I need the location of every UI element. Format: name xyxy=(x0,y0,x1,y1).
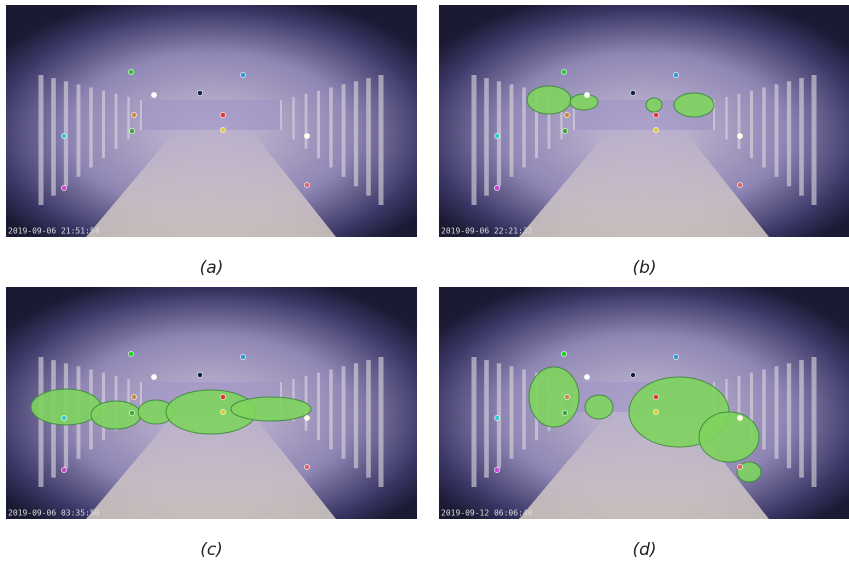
keypoint xyxy=(737,464,742,469)
keypoint xyxy=(129,410,134,415)
anomaly-region xyxy=(529,367,579,427)
keypoint xyxy=(131,112,136,117)
keypoint xyxy=(197,90,202,95)
keypoint xyxy=(131,394,136,399)
keypoint xyxy=(220,127,225,132)
keypoint xyxy=(220,112,225,117)
keypoint xyxy=(561,351,566,356)
keypoint xyxy=(494,133,499,138)
panel: 2019-09-06 03:35:50 xyxy=(6,287,417,519)
keypoint xyxy=(653,409,658,414)
keypoint xyxy=(562,128,567,133)
keypoint xyxy=(737,182,742,187)
keypoint xyxy=(304,415,309,420)
timestamp: 2019-09-06 22:21:32 xyxy=(441,227,533,236)
keypoint xyxy=(630,90,635,95)
keypoint xyxy=(304,133,309,138)
keypoint xyxy=(151,92,156,97)
caption: (b) xyxy=(632,258,656,278)
keypoint xyxy=(653,127,658,132)
keypoint xyxy=(653,394,658,399)
keypoint xyxy=(653,112,658,117)
panel: 2019-09-06 21:51:54 xyxy=(6,5,417,237)
keypoint xyxy=(304,464,309,469)
keypoint xyxy=(61,467,66,472)
caption: (a) xyxy=(200,258,224,278)
timestamp: 2019-09-06 21:51:54 xyxy=(8,227,100,236)
keypoint xyxy=(673,72,678,77)
keypoint xyxy=(304,182,309,187)
keypoint xyxy=(584,374,589,379)
keypoint xyxy=(240,354,245,359)
keypoint xyxy=(61,415,66,420)
keypoint xyxy=(240,72,245,77)
keypoint xyxy=(151,374,156,379)
keypoint xyxy=(673,354,678,359)
caption: (d) xyxy=(632,540,656,560)
figure: 2019-09-06 21:51:54 (a) 2019-09-06 22:21:3… xyxy=(0,0,849,565)
keypoint xyxy=(737,415,742,420)
keypoint xyxy=(494,185,499,190)
keypoint xyxy=(128,69,133,74)
panel: 2019-09-06 22:21:32 xyxy=(439,5,849,237)
keypoint xyxy=(494,415,499,420)
anomaly-region xyxy=(585,395,613,419)
keypoint xyxy=(584,92,589,97)
keypoint xyxy=(562,410,567,415)
keypoint xyxy=(61,185,66,190)
timestamp: 2019-09-06 03:35:50 xyxy=(8,509,100,518)
anomaly-region xyxy=(570,94,598,110)
anomaly-region xyxy=(674,93,714,117)
keypoint xyxy=(564,112,569,117)
keypoint xyxy=(564,394,569,399)
keypoint xyxy=(220,394,225,399)
keypoint xyxy=(129,128,134,133)
keypoint xyxy=(561,69,566,74)
keypoint xyxy=(630,372,635,377)
keypoint xyxy=(197,372,202,377)
anomaly-region xyxy=(231,397,311,421)
keypoint xyxy=(494,467,499,472)
caption: (c) xyxy=(200,540,223,560)
anomaly-region xyxy=(527,86,571,114)
panel: 2019-09-12 06:06:40 xyxy=(439,287,849,519)
anomaly-region xyxy=(699,412,759,462)
keypoint xyxy=(61,133,66,138)
timestamp: 2019-09-12 06:06:40 xyxy=(441,509,533,518)
keypoint xyxy=(737,133,742,138)
anomaly-region xyxy=(646,98,662,112)
tunnel-end xyxy=(141,100,281,130)
keypoint xyxy=(220,409,225,414)
keypoint xyxy=(128,351,133,356)
